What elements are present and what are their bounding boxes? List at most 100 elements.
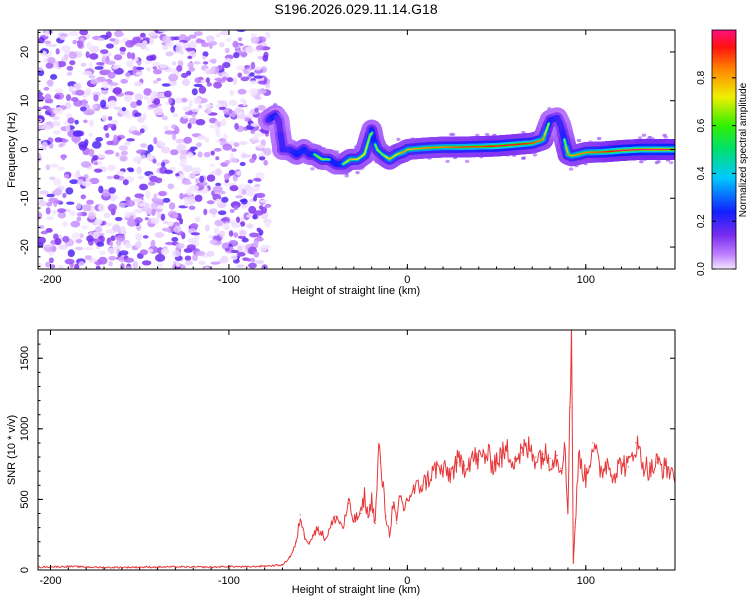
noise-speckle	[118, 250, 129, 256]
snr-point	[363, 494, 366, 496]
noise-speckle	[256, 89, 267, 94]
noise-speckle	[147, 98, 153, 106]
ridge-halo	[568, 167, 574, 171]
snr-point	[628, 466, 630, 468]
noise-speckle	[106, 140, 114, 146]
noise-speckle	[136, 149, 146, 154]
noise-speckle	[162, 220, 169, 225]
noise-speckle	[232, 40, 239, 48]
noise-speckle	[175, 243, 185, 249]
noise-speckle	[38, 236, 46, 244]
noise-speckle	[105, 222, 113, 227]
x-tick-label: 100	[577, 575, 595, 587]
ridge-halo	[475, 133, 480, 137]
noise-speckle	[113, 174, 120, 180]
noise-speckle	[125, 72, 132, 77]
y-tick-label: 0	[19, 146, 31, 152]
noise-speckle	[124, 91, 134, 96]
noise-speckle	[74, 263, 80, 269]
noise-speckle	[131, 130, 140, 136]
noise-speckle	[96, 241, 105, 247]
noise-speckle	[189, 184, 199, 191]
noise-speckle	[134, 81, 143, 87]
snr-point	[478, 459, 480, 461]
noise-speckle	[87, 211, 96, 220]
noise-speckle	[57, 208, 66, 214]
noise-speckle	[259, 199, 269, 204]
noise-speckle	[238, 184, 247, 190]
snr-point	[599, 470, 601, 472]
noise-speckle	[115, 239, 122, 246]
noise-speckle	[212, 185, 223, 193]
noise-speckle	[146, 153, 153, 161]
noise-speckle	[186, 244, 196, 251]
noise-speckle	[236, 171, 242, 176]
noise-speckle	[173, 36, 181, 41]
noise-speckle	[162, 197, 171, 203]
noise-speckle	[118, 202, 126, 208]
snr-point	[406, 498, 408, 500]
noise-speckle	[146, 67, 152, 72]
noise-speckle	[97, 232, 105, 237]
noise-speckle	[75, 238, 83, 244]
noise-speckle	[74, 119, 79, 125]
ridge-halo	[576, 138, 582, 143]
noise-speckle	[247, 179, 253, 184]
y-tick-label: 20	[19, 46, 31, 58]
ridge-halo	[396, 137, 401, 141]
noise-speckle	[126, 51, 132, 59]
noise-speckle	[106, 43, 114, 49]
noise-speckle	[171, 213, 179, 219]
noise-speckle	[134, 93, 143, 101]
noise-speckle	[215, 132, 222, 138]
noise-speckle	[206, 174, 216, 182]
noise-speckle	[194, 216, 201, 223]
noise-speckle	[184, 255, 192, 261]
noise-speckle	[154, 177, 163, 184]
noise-speckle	[238, 141, 248, 145]
noise-speckle	[240, 51, 247, 58]
noise-speckle	[253, 75, 263, 79]
noise-speckle	[210, 261, 220, 265]
noise-speckle	[65, 187, 74, 195]
noise-speckle	[240, 198, 248, 205]
noise-speckle	[39, 190, 49, 195]
noise-speckle	[106, 175, 114, 180]
noise-speckle	[101, 56, 107, 65]
noise-speckle	[197, 134, 206, 140]
noise-speckle	[121, 107, 127, 112]
noise-speckle	[136, 166, 142, 175]
noise-speckle	[52, 115, 60, 121]
noise-speckle	[158, 141, 166, 147]
noise-speckle	[182, 115, 188, 119]
noise-speckle	[182, 78, 190, 87]
noise-speckle	[132, 261, 139, 269]
snr-point	[289, 556, 291, 558]
noise-speckle	[99, 250, 106, 256]
noise-speckle	[105, 31, 112, 39]
noise-speckle	[96, 62, 105, 66]
noise-speckle	[71, 134, 81, 143]
noise-speckle	[220, 255, 229, 264]
noise-speckle	[108, 255, 117, 261]
snr-marks	[38, 330, 675, 569]
noise-speckle	[168, 97, 173, 104]
noise-speckle	[107, 247, 118, 254]
noise-speckle	[48, 197, 59, 204]
ridge-halo	[449, 132, 454, 136]
noise-speckle	[80, 161, 92, 168]
noise-speckle	[140, 42, 147, 50]
noise-speckle	[248, 262, 257, 269]
noise-speckle	[214, 227, 219, 235]
noise-speckle	[95, 226, 103, 233]
noise-speckle	[59, 33, 69, 37]
noise-speckle	[140, 154, 146, 159]
ridge-halo	[669, 161, 674, 165]
noise-speckle	[238, 37, 243, 42]
noise-speckle	[137, 175, 144, 180]
noise-speckle	[235, 195, 243, 199]
snr-point	[585, 477, 587, 479]
noise-speckle	[105, 60, 116, 65]
noise-speckle	[228, 230, 234, 237]
